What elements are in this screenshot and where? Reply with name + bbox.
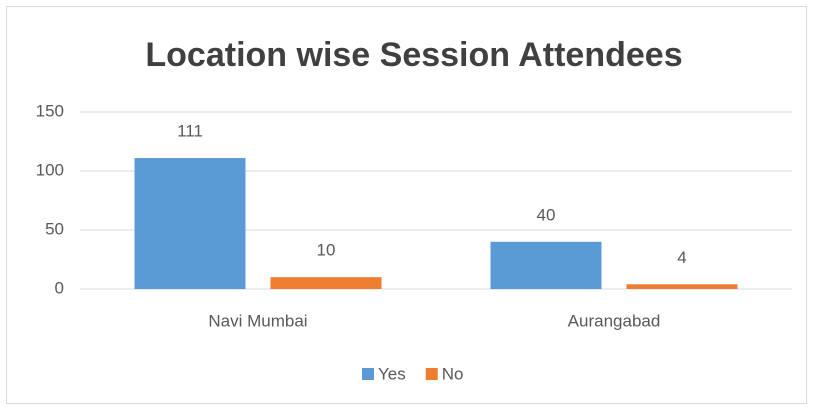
bar (490, 241, 602, 289)
chart-title: Location wise Session Attendees (145, 36, 682, 74)
x-tick-label: Navi Mumbai (208, 311, 307, 330)
bar (626, 284, 738, 289)
bar (270, 277, 382, 289)
data-label: 10 (317, 241, 336, 260)
y-tick-label: 50 (45, 219, 64, 238)
data-label: 40 (537, 205, 556, 224)
data-label: 4 (677, 248, 686, 267)
legend-swatch (425, 368, 438, 380)
legend-label: Yes (378, 364, 406, 383)
x-tick-label: Aurangabad (568, 311, 661, 330)
data-label: 111 (177, 122, 203, 141)
bar (134, 158, 246, 289)
y-tick-label: 0 (55, 278, 64, 297)
y-tick-label: 100 (36, 160, 64, 179)
y-tick-label: 150 (36, 101, 64, 120)
legend-label: No (442, 364, 464, 383)
legend-swatch (362, 368, 374, 380)
